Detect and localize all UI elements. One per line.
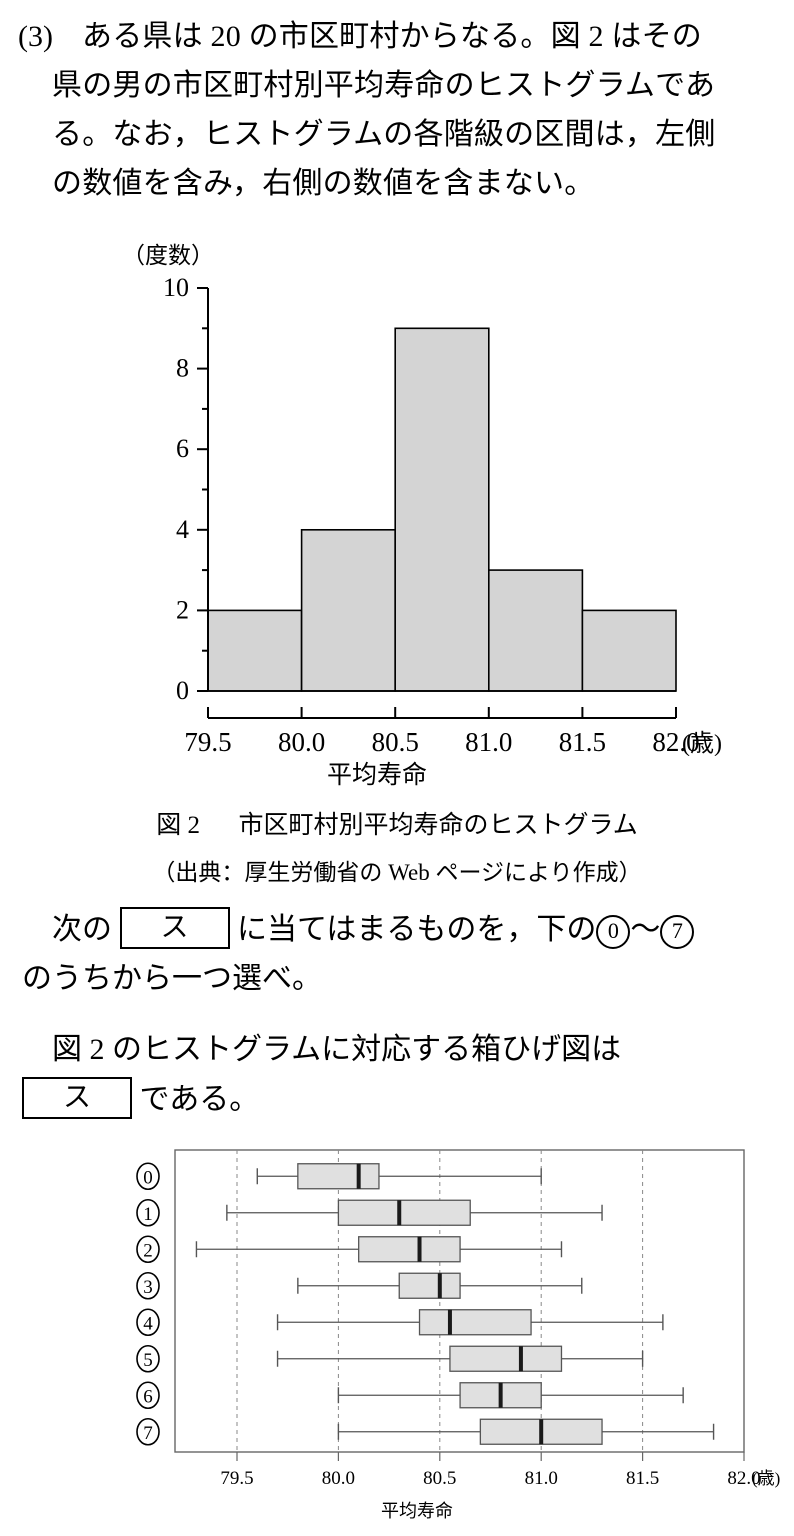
- boxplot-x-tick-label: 81.5: [626, 1468, 659, 1489]
- question2-line1-mid: に当てはまるものを，下の: [237, 913, 597, 946]
- boxplot-row-label-number: 7: [143, 1423, 153, 1444]
- boxplot-svg: 0 1 2 3 4 5 6 7 79.5 80.0 80.5 81.0 81.5 82.0(歳): [136, 1149, 780, 1489]
- question-number: (3): [18, 20, 53, 53]
- boxplot-row: [337, 1382, 684, 1409]
- boxplot-box: [398, 1272, 461, 1299]
- boxplot-row-label-number: 1: [143, 1204, 153, 1225]
- histogram-y-tick-label: 2: [176, 595, 189, 624]
- histogram-figure: （度数） 0 2 4 6 8 10 79.5 80.0 80.5 81.0 81.5 82.0 (歳)…: [0, 236, 794, 796]
- boxplot-row-label-circle: [136, 1344, 160, 1373]
- histogram-x-tick-labels: 79.5 80.0 80.5 81.0 81.5 82.0(歳): [184, 727, 722, 756]
- histogram-x-tick-label: 80.5: [372, 727, 419, 756]
- boxplot-row-label-number: 3: [143, 1277, 153, 1298]
- histogram-y-tick-label: 8: [176, 354, 189, 383]
- figure-caption: 図 2 市区町村別平均寿命のヒストグラム: [0, 805, 794, 841]
- question-line-3: る。なお，ヒストグラムの各階級の区間は，左側: [52, 118, 716, 151]
- boxplot-box: [449, 1345, 563, 1372]
- histogram-y-axis-unit: （度数）: [122, 243, 214, 268]
- boxplot-row-label-number: 0: [143, 1167, 153, 1188]
- boxplot-row: [256, 1163, 542, 1190]
- histogram-x-axis-title: 平均寿命: [0, 755, 794, 791]
- histogram-x-unit-label: (歳): [682, 730, 722, 756]
- boxplot-row-label-circle: [136, 1308, 160, 1337]
- option-last-circle: 7: [660, 915, 695, 949]
- boxplot-box: [418, 1309, 532, 1336]
- boxplot-rows: [195, 1163, 715, 1445]
- histogram-y-tick-label: 4: [176, 515, 189, 544]
- option-first-circle: 0: [596, 915, 631, 949]
- histogram-bars: [207, 327, 677, 692]
- boxplot-x-tick-label: 79.5: [220, 1468, 253, 1489]
- histogram-bar: [581, 609, 677, 692]
- question-line-2: 県の男の市区町村別平均寿命のヒストグラムであ: [52, 69, 716, 102]
- boxplot-row: [276, 1309, 664, 1336]
- histogram-x-tick-label: 82.0: [652, 727, 699, 756]
- figure-label: 図 2: [156, 812, 200, 839]
- question2-line-1: 次の ス に当てはまるものを，下の 0 〜 7: [52, 905, 695, 954]
- boxplot-row-label-number: 5: [143, 1350, 153, 1371]
- histogram-y-tick-label: 6: [176, 434, 189, 463]
- figure-source: （出典：厚生労働省の Web ページにより作成）: [152, 860, 642, 885]
- histogram-y-tick-label: 10: [163, 273, 189, 302]
- boxplot-box: [337, 1199, 471, 1226]
- boxplot-row-label-circle: [136, 1381, 160, 1410]
- answer-box-su-2[interactable]: ス: [22, 1077, 132, 1119]
- boxplot-x-tick-label: 81.0: [525, 1468, 558, 1489]
- histogram-x-axis-title-text: 平均寿命: [326, 762, 427, 789]
- histogram-x-tick-label: 81.0: [465, 727, 512, 756]
- boxplot-row: [276, 1345, 644, 1372]
- question2-line-3: 図 2 のヒストグラムに対応する箱ひげ図は: [52, 1033, 622, 1066]
- tilde-mark: 〜: [630, 913, 661, 946]
- histogram-axes: [197, 287, 677, 719]
- boxplot-figure: 0 1 2 3 4 5 6 7 79.5 80.0 80.5 81.0 81.5 82.0 (歳) 平均寿…: [0, 1140, 794, 1536]
- boxplot-x-tick-label: 80.5: [423, 1468, 456, 1489]
- boxplot-row: [297, 1272, 583, 1299]
- histogram-y-tick-labels: 0 2 4 6 8 10: [163, 273, 189, 705]
- histogram-bar: [207, 609, 303, 692]
- boxplot-row: [195, 1236, 563, 1263]
- boxplot-x-tick-label: 82.0: [727, 1468, 760, 1489]
- boxplot-row: [337, 1418, 715, 1445]
- boxplot-row-label-circle: [136, 1235, 160, 1264]
- histogram-x-tick-label: 79.5: [184, 727, 231, 756]
- histogram-x-tick-label: 81.5: [559, 727, 606, 756]
- histogram-x-tick-label: 80.0: [278, 727, 325, 756]
- boxplot-row-labels: 0 1 2 3 4 5 6 7: [136, 1162, 160, 1446]
- boxplot-frame-rect: [174, 1149, 745, 1453]
- boxplot-row-label-number: 6: [143, 1386, 153, 1407]
- boxplot-row-label-circle: [136, 1162, 160, 1191]
- question-line-4: の数値を含み，右側の数値を含まない。: [52, 167, 595, 200]
- boxplot-x-tick-labels: 79.5 80.0 80.5 81.0 81.5 82.0(歳): [220, 1468, 780, 1489]
- boxplot-x-axis-title: 平均寿命: [0, 1497, 794, 1523]
- boxplot-row-label-number: 4: [143, 1313, 153, 1334]
- boxplot-x-tick-label: 80.0: [322, 1468, 355, 1489]
- boxplot-row-label-circle: [136, 1198, 160, 1227]
- boxplot-frame: [174, 1149, 745, 1453]
- question-line-1: ある県は 20 の市区町村からなる。図 2 はその: [82, 20, 702, 53]
- answer-box-su-1[interactable]: ス: [119, 907, 230, 949]
- boxplot-row: [226, 1199, 603, 1226]
- question2-line4-post: である。: [139, 1083, 260, 1116]
- boxplot-row-label-number: 2: [143, 1240, 153, 1261]
- histogram-bar: [300, 528, 397, 692]
- boxplot-box: [358, 1236, 461, 1263]
- boxplot-box: [297, 1163, 380, 1190]
- histogram-svg: 0 2 4 6 8 10 79.5 80.0 80.5 81.0 81.5 82.0(歳): [163, 273, 722, 756]
- boxplot-gridlines: [236, 1150, 745, 1461]
- boxplot-x-axis-title-text: 平均寿命: [381, 1501, 453, 1521]
- histogram-y-tick-label: 0: [176, 676, 189, 705]
- figure-title: 市区町村別平均寿命のヒストグラム: [238, 812, 638, 839]
- boxplot-row-label-circle: [136, 1417, 160, 1446]
- question2-line-4: ス である。: [22, 1075, 259, 1124]
- boxplot-x-unit-label: (歳): [752, 1469, 780, 1488]
- histogram-bar: [487, 569, 584, 692]
- boxplot-row-label-circle: [136, 1271, 160, 1300]
- question2-line-2: のうちから一つ選べ。: [22, 962, 322, 995]
- question2-line1-pre: 次の: [52, 913, 112, 946]
- histogram-bar: [394, 327, 490, 692]
